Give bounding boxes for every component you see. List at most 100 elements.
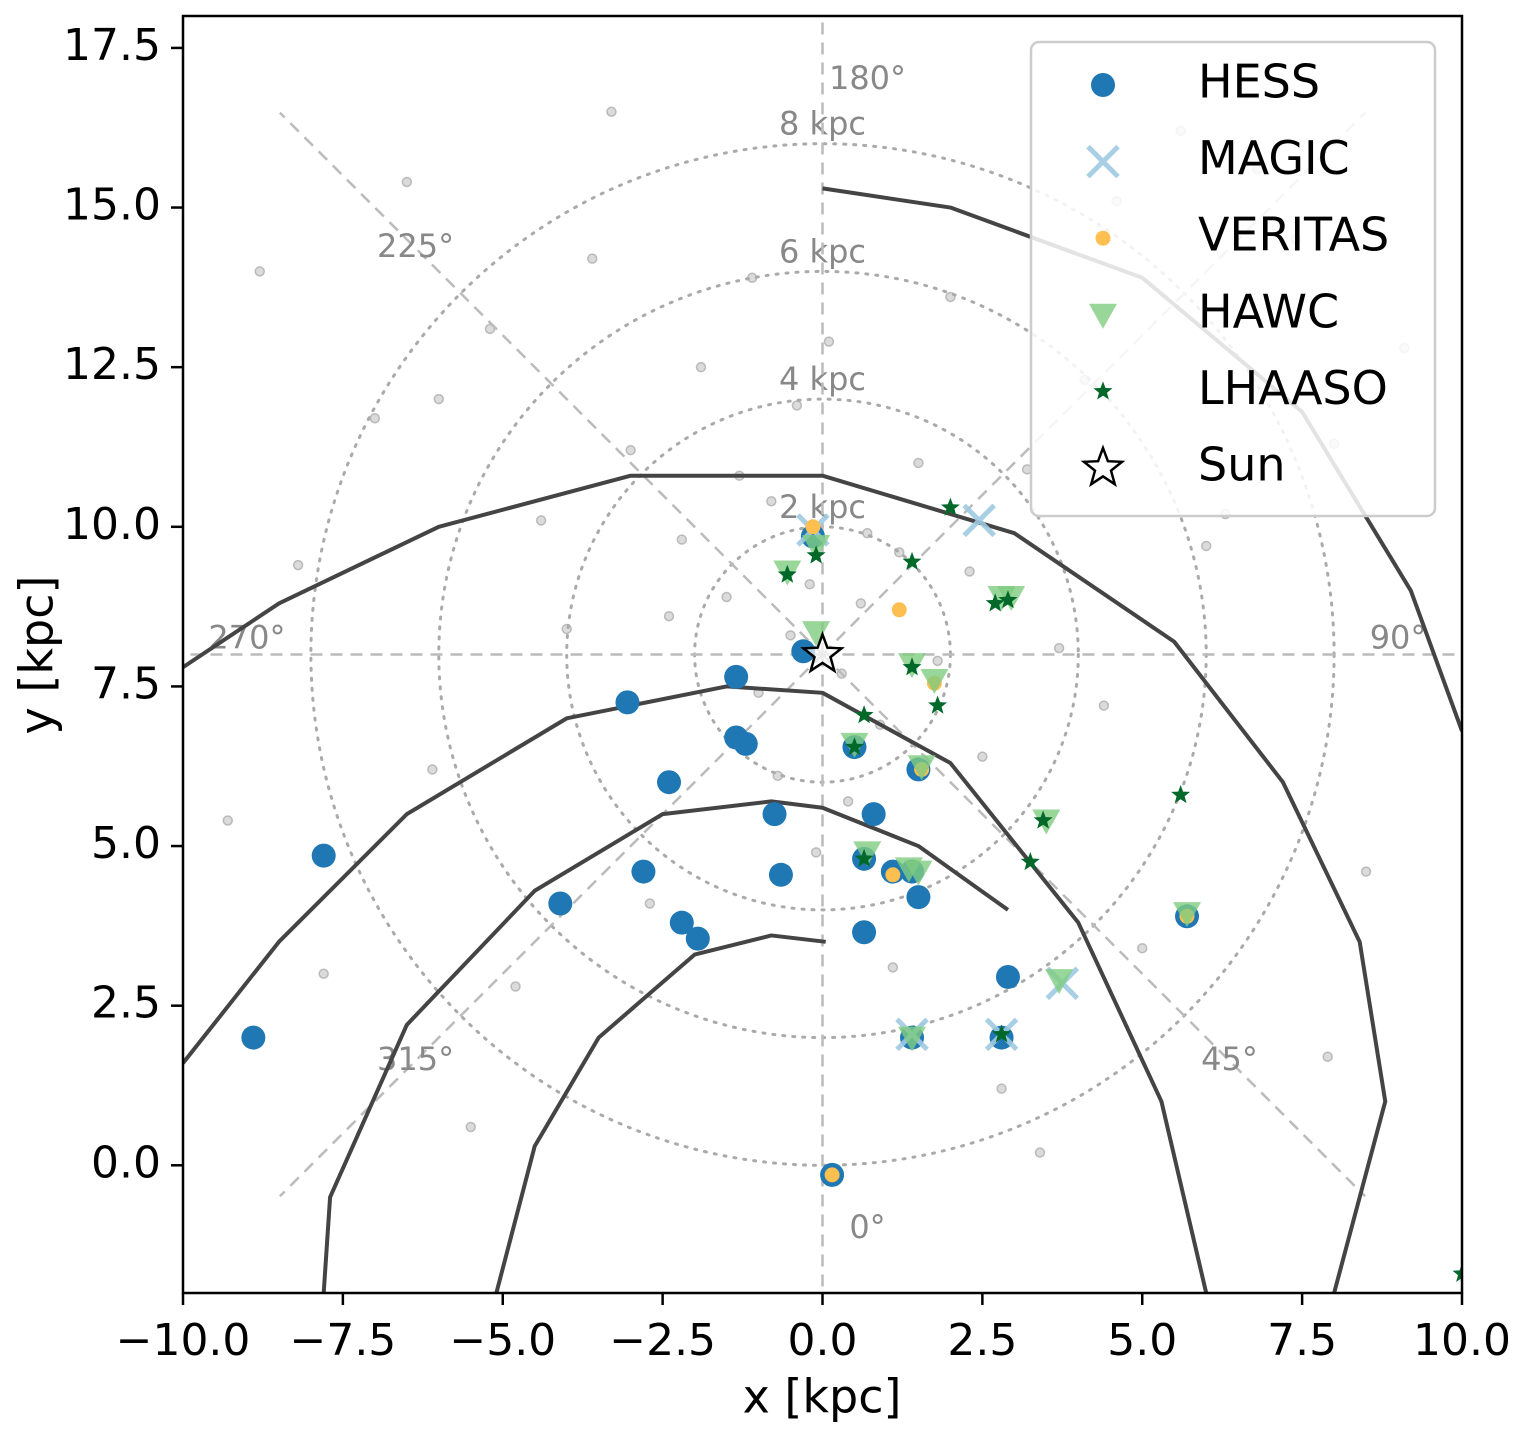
- background-source: [721, 591, 732, 603]
- background-source: [401, 176, 413, 188]
- longitude-label: 45°: [1201, 1040, 1258, 1078]
- background-source: [932, 655, 943, 667]
- background-source: [810, 847, 822, 858]
- background-source: [964, 566, 975, 577]
- background-source: [996, 1083, 1007, 1094]
- background-source: [292, 559, 304, 571]
- lhaaso-point: [1093, 381, 1113, 400]
- background-source: [369, 413, 381, 424]
- lhaaso-point: [854, 848, 874, 867]
- hawc-point: [1045, 969, 1074, 995]
- background-source: [465, 1121, 477, 1133]
- longitude-line: [821, 653, 1367, 1198]
- x-axis-label: x [kpc]: [743, 1370, 902, 1424]
- background-source: [766, 496, 777, 507]
- background-source: [887, 962, 899, 973]
- hess-point: [615, 690, 640, 715]
- background-source: [1360, 866, 1372, 877]
- background-source: [1322, 1051, 1333, 1063]
- background-source: [695, 361, 707, 373]
- hess-point: [631, 859, 656, 884]
- x-tick-label: −2.5: [609, 1315, 716, 1366]
- y-tick-label: 0.0: [91, 1137, 161, 1188]
- lhaaso-point: [985, 593, 1005, 612]
- hess-point: [768, 862, 793, 887]
- legend-label: HAWC: [1198, 284, 1339, 338]
- background-source: [606, 106, 617, 118]
- spiral-arm: [494, 933, 826, 1293]
- y-tick-label: 7.5: [91, 658, 161, 709]
- lhaaso-point: [902, 551, 922, 570]
- hess-point: [724, 664, 749, 689]
- background-source: [977, 751, 988, 762]
- hess-point: [762, 802, 787, 827]
- legend-label: HESS: [1198, 55, 1320, 109]
- legend-box: [1029, 40, 1437, 518]
- lhaaso-point: [1033, 810, 1053, 829]
- hawc-point: [853, 841, 882, 867]
- spiral-arm: [321, 799, 1010, 1293]
- hess-point: [733, 731, 758, 756]
- background-source: [804, 579, 815, 590]
- spiral-arm: [183, 473, 1388, 1293]
- veritas-point: [1095, 230, 1111, 246]
- sun: [800, 630, 845, 674]
- hawc-point: [802, 621, 831, 647]
- background-source: [791, 400, 803, 411]
- background-source: [1053, 642, 1065, 654]
- y-tick-label: 10.0: [63, 499, 161, 550]
- background-source: [254, 266, 265, 277]
- hawc-point: [907, 755, 936, 781]
- hess-point: [669, 910, 694, 935]
- x-tick-label: 5.0: [1107, 1315, 1177, 1366]
- x-tick-label: 0.0: [788, 1315, 858, 1366]
- spiral-arm: [183, 684, 1209, 1293]
- hawc-point: [1173, 902, 1202, 928]
- lhaaso-point: [1452, 1263, 1462, 1282]
- x-tick-label: −5.0: [449, 1315, 556, 1366]
- y-axis-label: y [kpc]: [10, 576, 64, 735]
- hess-point: [685, 926, 710, 951]
- lhaaso-point: [845, 737, 864, 756]
- background-source: [433, 393, 445, 405]
- background-source: [1034, 1147, 1046, 1158]
- veritas-point: [824, 1167, 840, 1183]
- distance-ring: [565, 397, 1080, 912]
- veritas-point: [891, 602, 907, 618]
- hawc-point: [1089, 303, 1117, 329]
- legend-sun: [1080, 444, 1126, 488]
- background-source: [1200, 540, 1212, 552]
- y-tick-label: 2.5: [91, 978, 161, 1029]
- lhaaso-point: [1020, 852, 1040, 871]
- hawc-point: [898, 1026, 927, 1052]
- longitude-label: 180°: [829, 59, 906, 97]
- background-source: [663, 610, 675, 622]
- background-source: [1098, 700, 1110, 711]
- hess-point: [861, 802, 886, 827]
- longitude-label: 225°: [377, 227, 454, 265]
- longitude-label: 90°: [1370, 619, 1427, 657]
- lhaaso-point: [928, 695, 948, 714]
- veritas-point: [885, 867, 901, 883]
- longitude-line: [278, 111, 824, 656]
- background-source: [785, 630, 796, 641]
- background-source: [842, 796, 854, 807]
- background-source: [561, 623, 572, 635]
- y-tick-label: 17.5: [63, 20, 161, 71]
- x-tick-label: −7.5: [289, 1315, 396, 1366]
- background-source: [913, 457, 924, 469]
- hess-point: [791, 639, 816, 664]
- veritas-point: [805, 519, 821, 535]
- hess-point: [995, 964, 1020, 989]
- hess-point: [548, 891, 573, 916]
- lhaaso-point: [854, 705, 874, 724]
- lhaaso-point: [992, 1024, 1012, 1043]
- background-source: [318, 968, 329, 979]
- legend-label: Sun: [1198, 438, 1286, 492]
- background-source: [625, 444, 636, 456]
- x-tick-label: 10.0: [1413, 1315, 1511, 1366]
- background-source: [427, 764, 438, 775]
- legend: HESS MAGIC VERITAS HAWC LHAASO Sun: [1029, 40, 1437, 518]
- legend-label: MAGIC: [1198, 131, 1350, 185]
